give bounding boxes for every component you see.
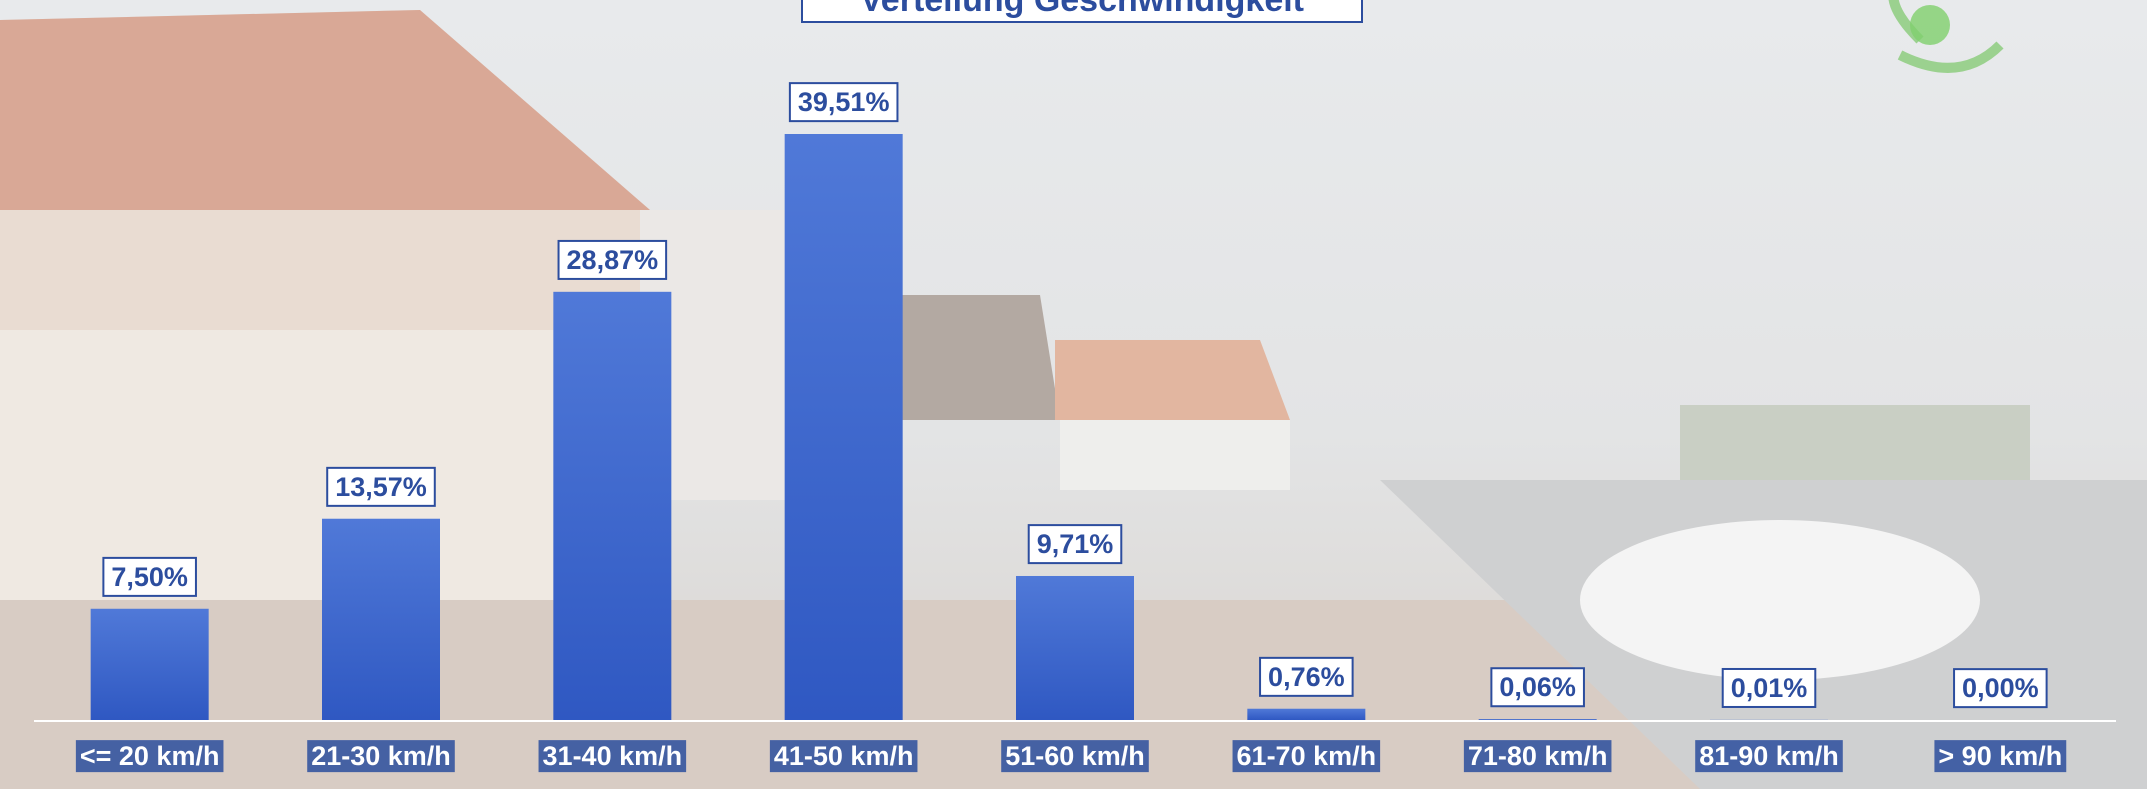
x-tick-label: 51-60 km/h [1005,741,1145,771]
value-label: 0,76% [1268,662,1345,692]
value-label-box [326,466,436,507]
x-tick-label-box [307,740,455,773]
value-label: 9,71% [1037,529,1114,559]
value-label: 28,87% [567,245,659,275]
x-tick-label: 21-30 km/h [311,741,451,771]
value-label-box [1490,667,1585,708]
bar [784,134,903,720]
value-label-box [1259,656,1354,697]
bar [553,291,672,720]
bar [1247,708,1366,720]
x-tick-label-box [538,740,687,773]
value-label-box [102,556,197,597]
value-label: 7,50% [111,562,188,592]
bar [90,608,209,720]
value-label: 39,51% [798,87,890,117]
value-label-box [557,239,668,280]
x-tick-label: 61-70 km/h [1237,741,1377,771]
x-tick-label-box [1463,740,1612,773]
x-tick-label-box [1232,740,1381,773]
x-tick-label-box [769,740,918,773]
value-label: 0,00% [1962,673,2039,703]
x-tick-label: <= 20 km/h [80,741,220,771]
x-tick-label-box [1695,740,1843,773]
bar [1016,575,1134,720]
chart-title: Verteilung Geschwindigkeit [860,0,1304,19]
bar [322,518,440,720]
value-label: 0,01% [1731,673,1808,703]
value-label-box [1953,668,2048,709]
value-label-box [1027,524,1123,565]
value-label: 13,57% [335,472,427,502]
value-label-box [1721,667,1817,708]
value-label-box [788,82,899,123]
title-box [801,0,1363,23]
x-tick-label: 31-40 km/h [543,741,683,771]
x-tick-label: > 90 km/h [1938,741,2062,771]
x-tick-label: 81-90 km/h [1699,741,1839,771]
x-tick-label-box [1001,740,1149,773]
value-label: 0,06% [1499,672,1576,702]
x-tick-label: 71-80 km/h [1468,741,1608,771]
x-tick-label: 41-50 km/h [774,741,914,771]
x-tick-label-box [75,740,224,773]
bar [1478,719,1597,720]
x-tick-label-box [1934,740,2067,773]
